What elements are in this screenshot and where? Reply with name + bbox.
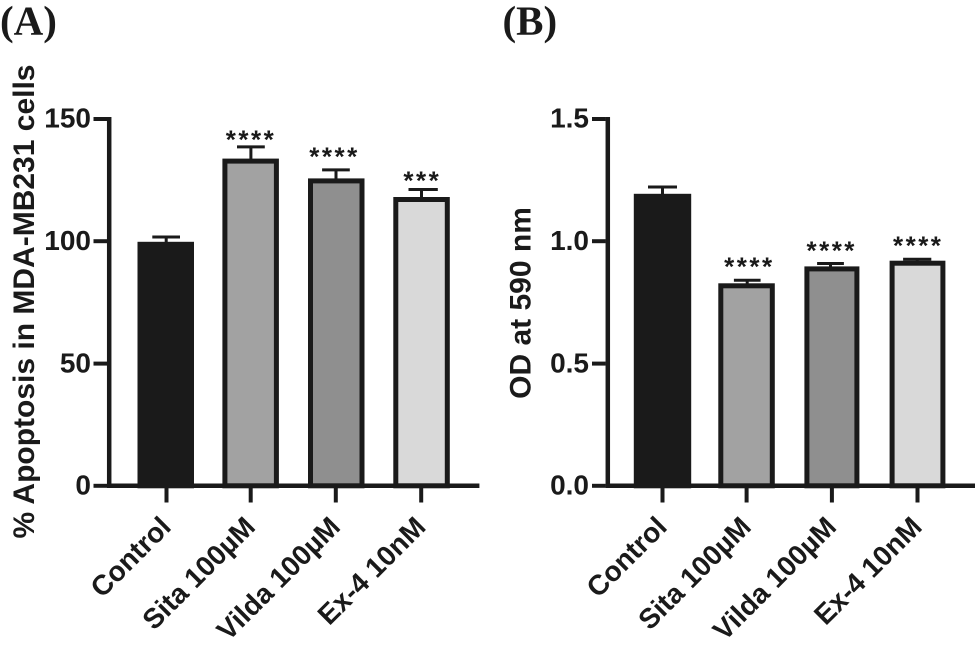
svg-text:****: ****	[724, 252, 774, 282]
svg-text:150: 150	[44, 103, 91, 134]
svg-text:(B): (B)	[503, 0, 558, 43]
svg-text:100: 100	[44, 225, 91, 256]
svg-text:1.0: 1.0	[550, 225, 589, 256]
svg-text:% Apoptosis in MDA-MB231 cells: % Apoptosis in MDA-MB231 cells	[8, 65, 41, 539]
svg-text:****: ****	[806, 235, 856, 265]
svg-text:0.0: 0.0	[550, 470, 589, 501]
svg-text:***: ***	[403, 165, 441, 195]
svg-text:****: ****	[309, 142, 359, 172]
svg-text:OD at 590 nm: OD at 590 nm	[505, 207, 538, 399]
svg-text:0.5: 0.5	[550, 347, 589, 378]
svg-text:(A): (A)	[0, 0, 57, 43]
svg-text:0: 0	[75, 470, 91, 501]
svg-text:****: ****	[893, 230, 943, 260]
svg-text:1.5: 1.5	[550, 103, 589, 134]
svg-text:****: ****	[226, 125, 276, 155]
svg-text:50: 50	[60, 347, 91, 378]
